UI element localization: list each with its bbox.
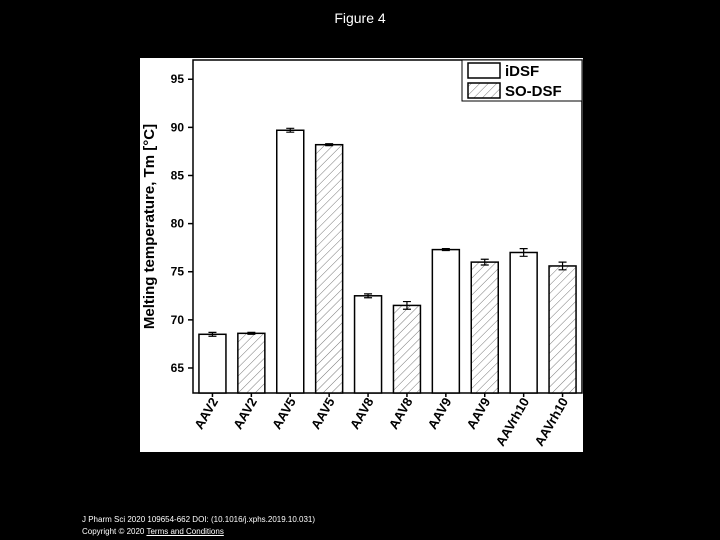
- bar: [276, 129, 305, 394]
- y-tick-label: 75: [171, 265, 185, 279]
- figure-title: Figure 4: [334, 10, 386, 26]
- bar: [314, 143, 344, 394]
- y-tick-label: 65: [171, 361, 185, 375]
- bar: [470, 261, 499, 394]
- chart: 65 70 75 80 85 90 95 Melting temperature, Tm [°…: [140, 58, 583, 452]
- error-bar: [558, 261, 567, 271]
- citation: J Pharm Sci 2020 109654-662 DOI: (10.101…: [82, 515, 316, 524]
- bar: [392, 304, 422, 394]
- footer: J Pharm Sci 2020 109654-662 DOI: (10.101…: [82, 514, 315, 538]
- bar: [353, 295, 383, 394]
- copyright-line: Copyright © 2020 Terms and Conditions: [82, 526, 315, 538]
- y-tick-label: 85: [171, 168, 185, 182]
- error-bar: [480, 258, 489, 266]
- y-axis-label: Melting temperature, Tm [°C]: [141, 124, 158, 329]
- bar: [237, 332, 266, 394]
- error-bar: [286, 127, 295, 133]
- copyright: Copyright © 2020: [82, 527, 145, 536]
- error-bar: [441, 248, 450, 252]
- legend-swatch: [467, 82, 501, 99]
- error-bar: [208, 331, 217, 337]
- error-bar: [519, 248, 528, 257]
- y-tick-label: 90: [171, 120, 185, 134]
- plot-frame: [192, 59, 583, 394]
- legend-label: iDSF: [505, 63, 539, 80]
- legend-swatch: [467, 62, 501, 79]
- terms-link[interactable]: Terms and Conditions: [146, 527, 224, 536]
- bar: [431, 248, 461, 394]
- y-tick-label: 70: [171, 313, 185, 327]
- y-tick-label: 80: [171, 217, 185, 231]
- bar: [198, 333, 227, 394]
- legend-label: SO-DSF: [505, 83, 562, 100]
- error-bar: [325, 143, 334, 147]
- error-bar: [247, 331, 256, 335]
- y-tick-label: 95: [171, 72, 185, 86]
- bar: [548, 265, 577, 394]
- bar: [509, 251, 538, 394]
- error-bar: [402, 300, 411, 310]
- error-bar: [364, 293, 373, 299]
